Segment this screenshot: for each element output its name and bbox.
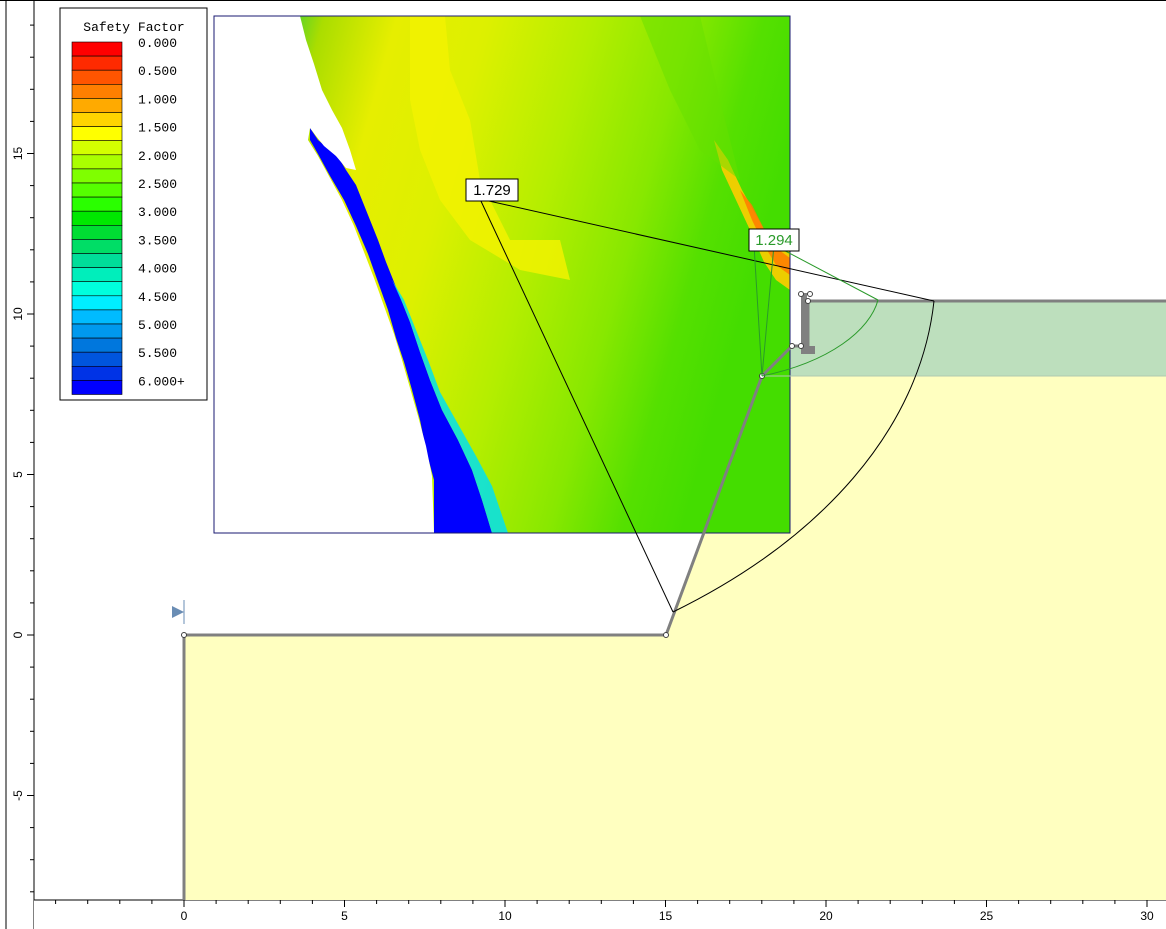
legend-label: 2.500 xyxy=(138,177,177,192)
x-tick-label: 10 xyxy=(498,909,512,923)
legend-swatch xyxy=(71,168,123,184)
x-tick-label: 15 xyxy=(659,909,673,923)
legend-label: 2.000 xyxy=(138,149,177,164)
critical-fs-label[interactable]: 1.294 xyxy=(748,228,800,252)
x-tick-label: 30 xyxy=(1140,909,1154,923)
legend-swatch xyxy=(71,239,123,254)
boundary-vertices[interactable] xyxy=(181,291,813,638)
legend-label: 5.500 xyxy=(138,346,177,361)
legend-swatch xyxy=(71,196,123,212)
grid-right-band xyxy=(640,16,740,180)
y-tick-label: 5 xyxy=(11,471,25,478)
global-min-fs-value: 1.729 xyxy=(473,182,511,199)
soil-region-lower[interactable] xyxy=(184,376,1166,900)
legend-swatch xyxy=(71,55,123,71)
y-tick-label: 0 xyxy=(11,631,25,638)
legend-swatch xyxy=(71,84,123,99)
grid-boundary xyxy=(213,15,791,534)
bottom-ruler xyxy=(34,900,1166,929)
global-min-slip-surface[interactable] xyxy=(479,198,935,613)
legend-swatch xyxy=(71,309,123,325)
x-tick-label: 0 xyxy=(181,909,188,923)
grid-excluded-region xyxy=(214,16,434,533)
legend-label: 4.000 xyxy=(138,262,177,277)
soil-region-upper[interactable] xyxy=(762,301,1166,376)
legend-label: 3.500 xyxy=(138,233,177,248)
legend-swatch xyxy=(71,281,123,297)
water-table-marker-icon[interactable] xyxy=(172,606,184,618)
legend-label: 0.500 xyxy=(138,64,177,79)
global-min-fs-label[interactable]: 1.729 xyxy=(465,178,519,202)
legend-swatch xyxy=(71,351,123,367)
grid-cyan-band xyxy=(392,280,508,533)
critical-fs-value: 1.294 xyxy=(755,232,793,249)
external-boundary[interactable] xyxy=(182,299,1166,900)
x-tick-label: 20 xyxy=(819,909,833,923)
grid-high-fs-region xyxy=(310,128,492,533)
legend-label: 1.500 xyxy=(138,121,177,136)
legend-swatch xyxy=(71,112,123,127)
legend-swatch xyxy=(71,182,123,198)
legend-label: 6.000+ xyxy=(138,374,185,389)
x-tick-label: 25 xyxy=(980,909,994,923)
legend-swatch xyxy=(71,337,123,353)
legend-label: 3.000 xyxy=(138,205,177,220)
legend-swatch xyxy=(71,41,123,57)
legend-swatch xyxy=(71,126,123,141)
x-tick-label: 5 xyxy=(341,909,348,923)
retaining-wall[interactable] xyxy=(801,294,807,354)
legend-swatch xyxy=(71,365,123,381)
legend-swatch xyxy=(71,253,123,268)
critical-slip-surface[interactable] xyxy=(753,244,879,377)
legend-swatch xyxy=(71,69,123,85)
y-tick-label: 15 xyxy=(11,147,25,161)
safety-factor-grid[interactable] xyxy=(214,16,790,533)
legend-swatch xyxy=(71,267,123,283)
legend-label: 5.000 xyxy=(138,318,177,333)
grid-low-fs-patch xyxy=(410,16,570,280)
y-axis: 15 10 5 0 -5 xyxy=(11,24,34,893)
legend-swatch xyxy=(71,225,123,240)
legend-swatch xyxy=(71,98,123,113)
legend-swatch xyxy=(71,210,123,226)
legend-label: 0.000 xyxy=(138,36,177,51)
legend-swatch xyxy=(71,380,123,395)
legend-swatch xyxy=(71,154,123,170)
legend-swatch xyxy=(71,140,123,156)
legend-swatch xyxy=(71,323,123,339)
legend-label: 4.500 xyxy=(138,290,177,305)
y-tick-label: 10 xyxy=(11,307,25,321)
legend-swatch xyxy=(71,295,123,311)
y-tick-label: -5 xyxy=(11,790,25,801)
legend-label: 1.000 xyxy=(138,92,177,107)
retaining-wall-footing xyxy=(801,346,815,354)
x-axis: 0 5 10 15 20 25 30 xyxy=(55,900,1154,923)
legend-title: Safety Factor xyxy=(83,20,184,35)
safety-factor-legend[interactable]: Safety Factor 0.000 0.500 1.000 1.500 2.000 2… xyxy=(59,7,208,401)
